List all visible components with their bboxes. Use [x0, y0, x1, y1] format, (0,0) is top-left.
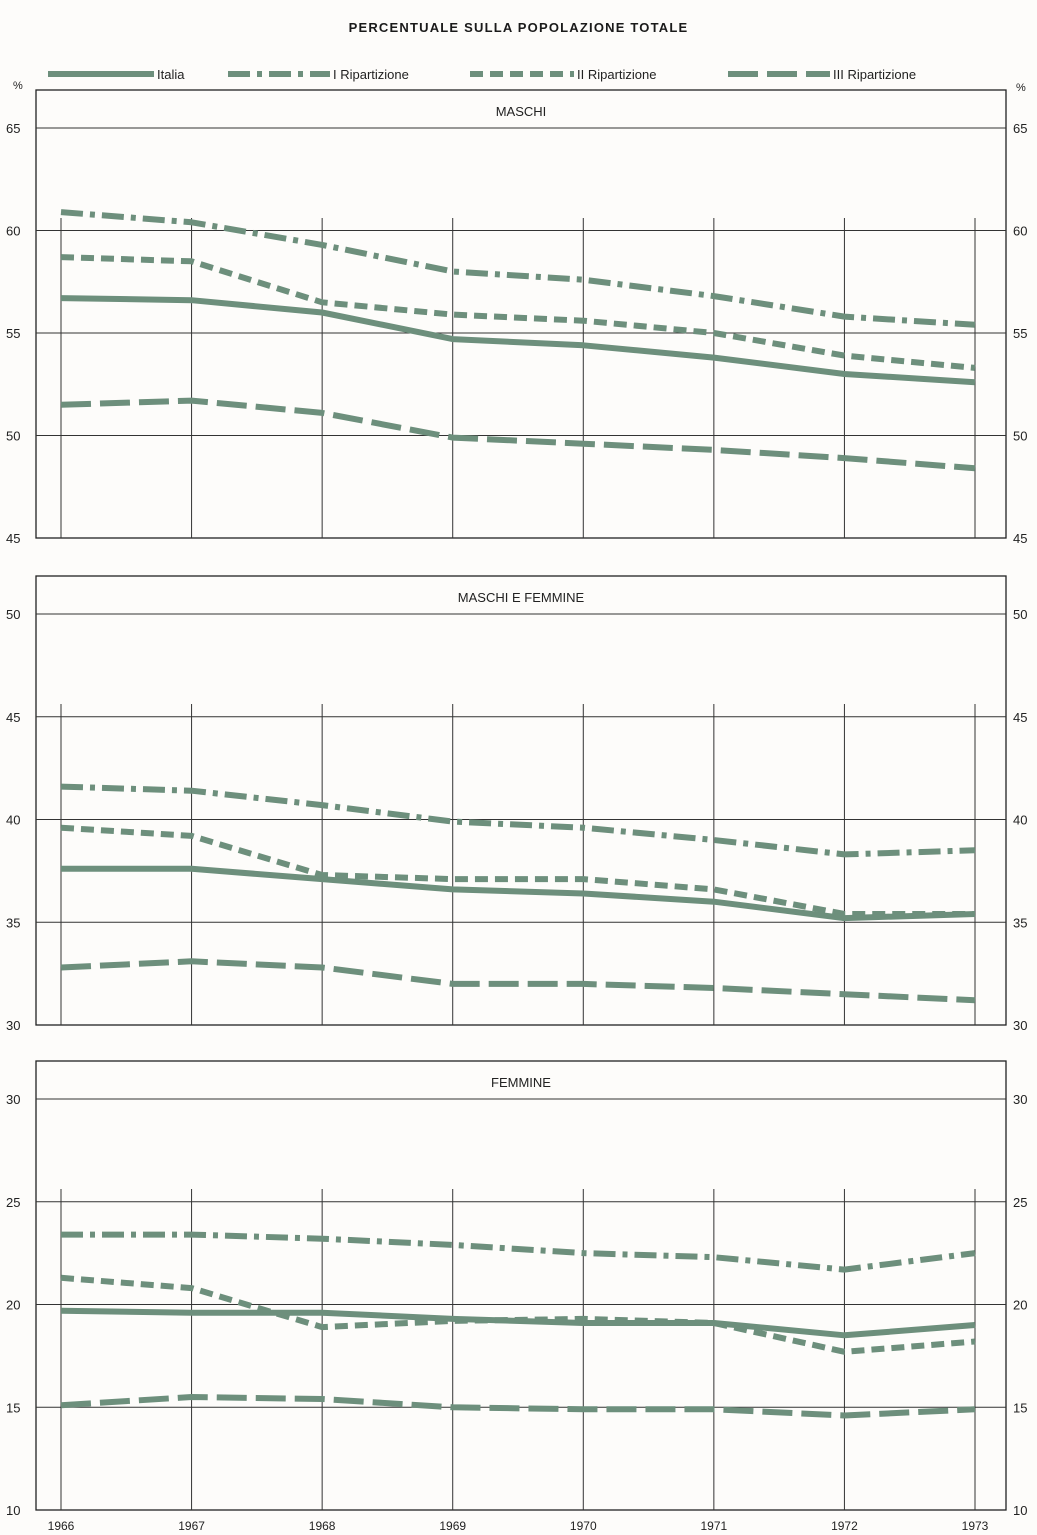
legend-label-1: Italia: [157, 67, 185, 82]
xtick-1970: 1970: [570, 1519, 597, 1533]
xtick-1973: 1973: [962, 1519, 989, 1533]
series-line-2-3: [60, 824, 975, 917]
series-line-2-4: [60, 958, 976, 1004]
ytick-left-3-10: 10: [6, 1503, 20, 1518]
xtick-1968: 1968: [309, 1519, 336, 1533]
page-title: PERCENTUALE SULLA POPOLAZIONE TOTALE: [348, 20, 689, 35]
panel-frame-2: [35, 575, 1007, 1026]
ytick-left-2-40: 40: [6, 813, 20, 828]
ytick-right-2-50: 50: [1013, 607, 1027, 622]
ytick-right-3-20: 20: [1013, 1298, 1027, 1313]
ytick-right-3-30: 30: [1013, 1092, 1027, 1107]
series-line-1-3: [60, 254, 976, 371]
panel-title-2: MASCHI E FEMMINE: [458, 590, 585, 605]
panel-frame-3: [35, 1060, 1007, 1511]
xtick-1966: 1966: [48, 1519, 75, 1533]
ytick-left-2-35: 35: [6, 915, 20, 930]
panel-title-1: MASCHI: [496, 104, 547, 119]
legend-label-2: I Ripartizione: [333, 67, 409, 82]
series-line-3-2: [61, 1231, 976, 1273]
panel-title-3: FEMMINE: [491, 1075, 551, 1090]
series-line-3-4: [60, 1394, 976, 1419]
series-line-1-1: [60, 295, 976, 386]
panel-frame-1: [35, 89, 1007, 539]
series-line-2-1: [61, 865, 976, 922]
ytick-left-3-15: 15: [6, 1400, 20, 1415]
ytick-left-3-30: 30: [6, 1092, 20, 1107]
ytick-right-2-35: 35: [1013, 915, 1027, 930]
series-line-3-3: [60, 1274, 976, 1355]
ytick-left-2-45: 45: [6, 710, 20, 725]
legend-label-4: III Ripartizione: [833, 67, 916, 82]
xtick-1969: 1969: [439, 1519, 466, 1533]
ytick-right-1-45: 45: [1013, 531, 1027, 546]
ytick-right-3-15: 15: [1013, 1400, 1027, 1415]
ytick-right-1-60: 60: [1013, 224, 1027, 239]
ytick-right-3-10: 10: [1013, 1503, 1027, 1518]
ytick-left-1-50: 50: [6, 429, 20, 444]
series-line-2-2: [60, 783, 976, 858]
ytick-left-3-25: 25: [6, 1195, 20, 1210]
ytick-right-1-55: 55: [1013, 326, 1027, 341]
ytick-left-2-50: 50: [6, 607, 20, 622]
ytick-left-1-55: 55: [6, 326, 20, 341]
ytick-right-3-25: 25: [1013, 1195, 1027, 1210]
ytick-right-2-40: 40: [1013, 813, 1027, 828]
legend-label-3: II Ripartizione: [577, 67, 656, 82]
ytick-right-1-50: 50: [1013, 429, 1027, 444]
series-line-3-1: [60, 1307, 976, 1339]
xtick-1972: 1972: [831, 1519, 858, 1533]
series-line-1-4: [60, 397, 976, 472]
xtick-1967: 1967: [178, 1519, 205, 1533]
ytick-left-2-30: 30: [6, 1018, 20, 1033]
ytick-left-1-45: 45: [6, 531, 20, 546]
ytick-right-2-45: 45: [1013, 710, 1027, 725]
ytick-left-1-60: 60: [6, 224, 20, 239]
xtick-1971: 1971: [701, 1519, 728, 1533]
ytick-left-1-65: 65: [6, 121, 20, 136]
ytick-right-1-65: 65: [1013, 121, 1027, 136]
ytick-right-2-30: 30: [1013, 1018, 1027, 1033]
ylabel-left: %: [13, 80, 23, 92]
ylabel-right: %: [1016, 82, 1026, 94]
ytick-left-3-20: 20: [6, 1298, 20, 1313]
series-line-1-2: [60, 209, 976, 328]
